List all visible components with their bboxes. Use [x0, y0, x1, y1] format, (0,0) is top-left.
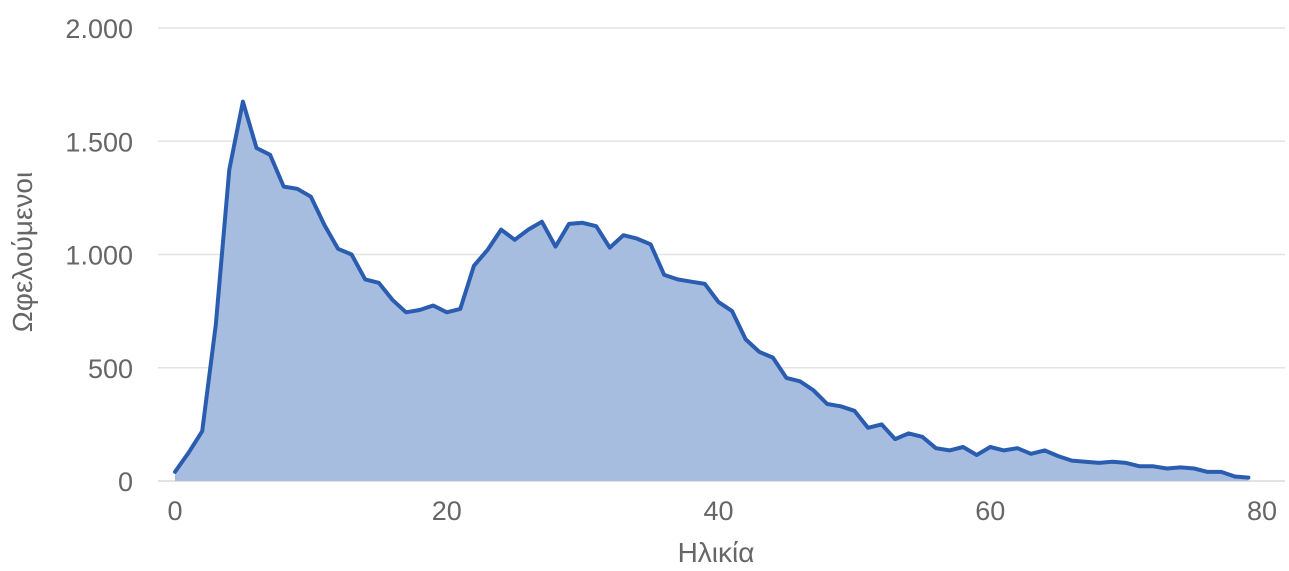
plot-area — [173, 99, 1251, 481]
series-area-fill — [175, 101, 1249, 481]
x-axis-title: Ηλικία — [678, 537, 755, 568]
y-tick-label: 1.500 — [65, 127, 133, 157]
y-axis-ticks: 0 500 1.000 1.500 2.000 — [65, 14, 133, 497]
y-tick-label: 500 — [88, 354, 133, 384]
x-axis-ticks: 0 20 40 60 80 — [167, 496, 1277, 526]
y-tick-label: 0 — [118, 467, 133, 497]
series-line — [173, 99, 1251, 480]
y-axis-title: Ωφελούμενοι — [7, 172, 38, 332]
x-tick-label: 40 — [703, 496, 733, 526]
y-tick-label: 1.000 — [65, 241, 133, 271]
y-tick-label: 2.000 — [65, 14, 133, 44]
x-tick-label: 0 — [167, 496, 182, 526]
x-tick-label: 20 — [432, 496, 462, 526]
x-tick-label: 80 — [1247, 496, 1277, 526]
x-tick-label: 60 — [975, 496, 1005, 526]
